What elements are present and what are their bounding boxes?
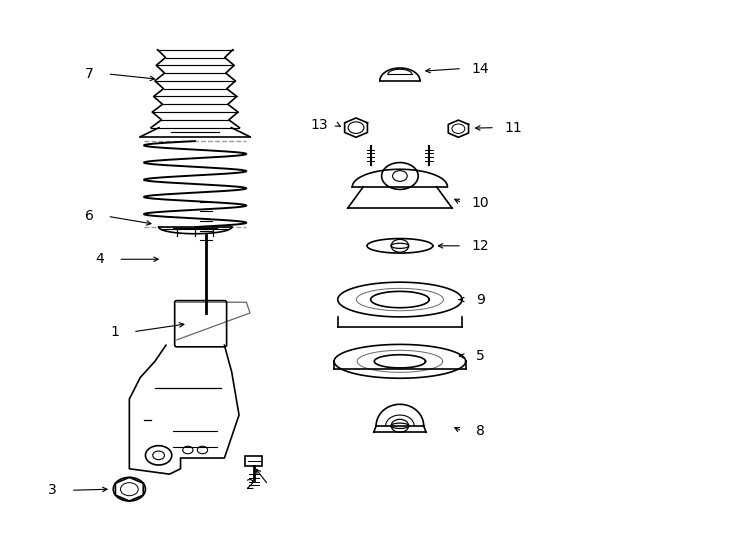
Text: 4: 4 [95,252,104,266]
Text: 11: 11 [504,120,522,134]
Text: 6: 6 [84,210,93,223]
Text: 13: 13 [310,118,328,132]
Text: 1: 1 [110,325,119,339]
Text: 7: 7 [84,67,93,81]
Text: 2: 2 [246,478,255,492]
Text: 12: 12 [471,239,489,253]
Text: 3: 3 [48,483,57,497]
Text: 10: 10 [471,196,489,210]
Bar [245,456,263,466]
Text: 8: 8 [476,424,484,438]
Text: 5: 5 [476,349,484,363]
Text: 9: 9 [476,293,484,307]
Text: 14: 14 [471,62,489,76]
